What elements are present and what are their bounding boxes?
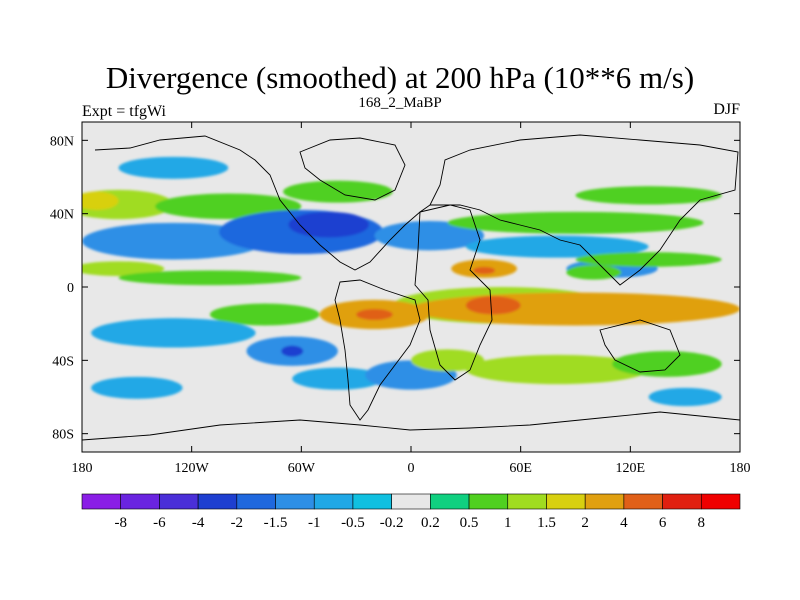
- divergence-region-33: [91, 376, 183, 399]
- colorbar-label: 6: [659, 515, 667, 531]
- colorbar-box: [81, 493, 122, 510]
- colorbar-box: [662, 493, 702, 510]
- colorbar-label: 8: [698, 515, 706, 531]
- x-tick-label: 180: [730, 461, 751, 476]
- divergence-region-9: [465, 235, 649, 258]
- colorbar-box: [623, 493, 663, 510]
- divergence-region-24: [209, 303, 320, 326]
- colorbar-box: [700, 493, 741, 510]
- colorbar-label: 0.5: [460, 515, 479, 531]
- divergence-region-23: [356, 309, 393, 320]
- coastline-antarctica: [82, 411, 740, 441]
- divergence-region-30: [411, 349, 485, 372]
- colorbar-box: [507, 493, 547, 510]
- colorbar-label: 4: [620, 515, 628, 531]
- colorbar-box: [275, 493, 315, 510]
- divergence-region-28: [292, 367, 384, 390]
- divergence-region-17: [566, 265, 622, 280]
- divergence-region-34: [648, 387, 722, 407]
- colorbar-box: [468, 493, 509, 510]
- divergence-region-1: [82, 191, 119, 210]
- colorbar-box: [313, 493, 354, 510]
- divergence-region-5: [82, 222, 265, 260]
- divergence-region-21: [465, 296, 521, 315]
- season-label: DJF: [713, 101, 740, 118]
- divergence-region-25: [91, 318, 256, 348]
- coastline-greenland: [299, 137, 406, 201]
- divergence-region-18: [575, 252, 722, 267]
- x-tick-label: 180: [72, 461, 93, 476]
- y-tick-label: 40N: [50, 208, 74, 223]
- colorbar-label: -0.2: [380, 515, 404, 531]
- divergence-region-32: [612, 351, 722, 377]
- divergence-region-11: [82, 261, 165, 276]
- colorbar-box: [430, 493, 470, 510]
- divergence-region-16: [473, 266, 496, 275]
- divergence-region-31: [465, 354, 649, 385]
- chart-title: Divergence (smoothed) at 200 hPa (10**6 …: [105, 60, 695, 95]
- colorbar-label: -1.5: [264, 515, 288, 531]
- divergence-region-7: [288, 211, 369, 238]
- colorbar-label: 0.2: [421, 515, 440, 531]
- divergence-region-27: [281, 345, 304, 357]
- y-tick-label: 40S: [52, 354, 74, 369]
- coastline-africa: [414, 204, 493, 381]
- x-tick-label: 60E: [509, 461, 532, 476]
- colorbar-box: [197, 493, 238, 510]
- x-tick-label: 60W: [288, 461, 316, 476]
- y-tick-label: 80N: [50, 134, 74, 149]
- x-tick-label: 120E: [616, 461, 646, 476]
- run-label: 168_2_MaBP: [358, 95, 442, 111]
- coastline-north-america: [94, 135, 431, 271]
- y-tick-label: 0: [67, 281, 74, 296]
- divergence-region-3: [283, 180, 393, 203]
- colorbar-box: [236, 493, 276, 510]
- colorbar-label: -8: [114, 515, 127, 531]
- colorbar-label: 1: [504, 515, 512, 531]
- divergence-region-13: [447, 211, 704, 234]
- colorbar-box: [584, 493, 625, 510]
- colorbar-label: -6: [153, 515, 166, 531]
- divergence-region-20: [411, 292, 740, 326]
- x-tick-label: 0: [408, 461, 415, 476]
- colorbar-label: -1: [308, 515, 321, 531]
- x-tick-label: 120W: [175, 461, 210, 476]
- colorbar-label: 1.5: [537, 515, 556, 531]
- coastline-australia: [599, 319, 681, 373]
- colorbar-label: -4: [192, 515, 205, 531]
- divergence-region-4: [118, 156, 229, 179]
- coastline-south-america: [334, 279, 421, 421]
- colorbar-box: [546, 493, 586, 510]
- divergence-region-14: [575, 186, 722, 205]
- colorbar-label: 2: [581, 515, 589, 531]
- colorbar-box: [352, 493, 392, 510]
- experiment-label: Expt = tfgWi: [82, 103, 166, 120]
- coastline-eurasia: [429, 134, 739, 286]
- colorbar-label: -2: [231, 515, 244, 531]
- divergence-region-12: [118, 270, 302, 286]
- colorbar-box: [391, 493, 431, 510]
- colorbar-label: -0.5: [341, 515, 365, 531]
- colorbar-box: [120, 493, 160, 510]
- colorbar-box: [159, 493, 199, 510]
- y-tick-label: 80S: [52, 428, 74, 443]
